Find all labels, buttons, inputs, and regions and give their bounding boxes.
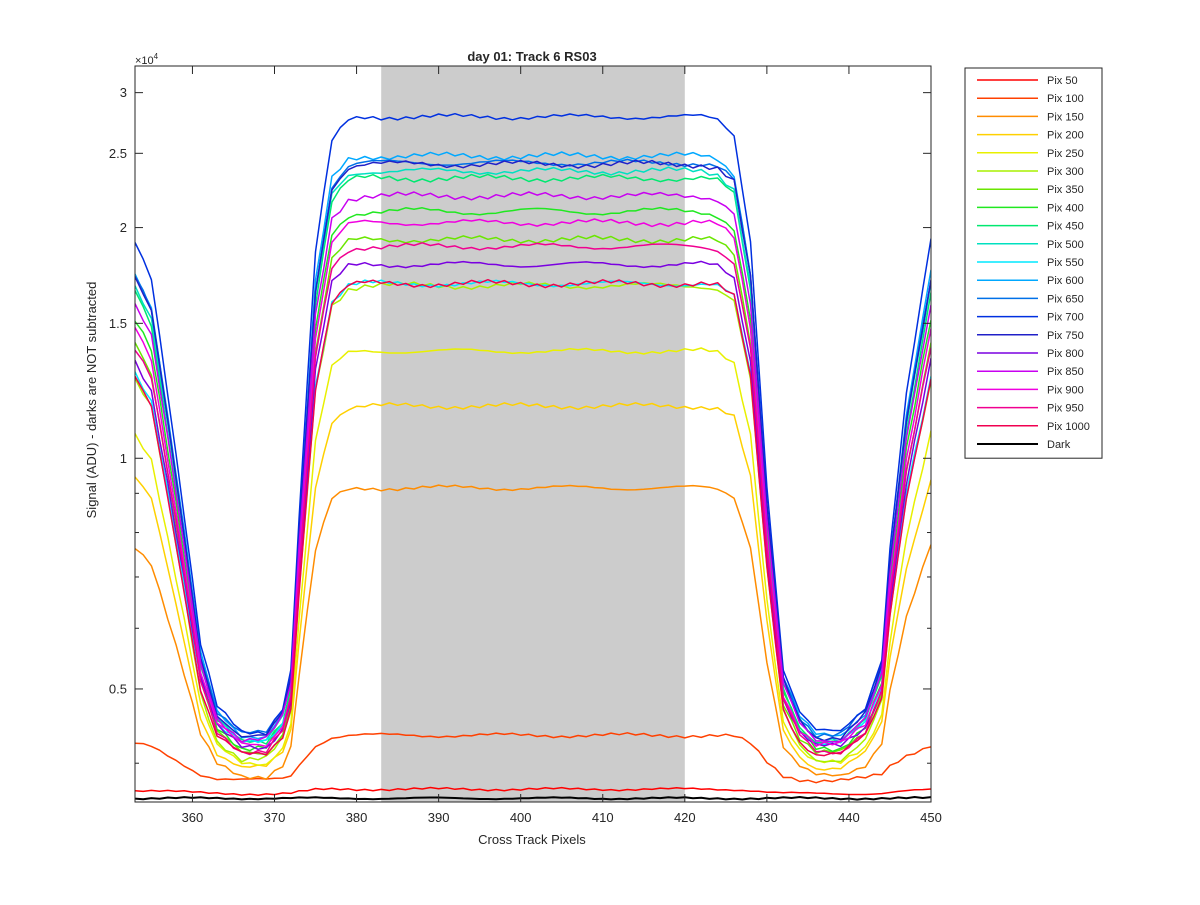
- x-tick-label: 440: [838, 810, 860, 825]
- legend-label-pix-350: Pix 350: [1047, 184, 1084, 196]
- legend-label-pix-1000: Pix 1000: [1047, 421, 1090, 433]
- series-line-pix-950: [135, 242, 931, 756]
- y-tick-label: 2: [120, 220, 127, 235]
- legend-label-pix-250: Pix 250: [1047, 148, 1084, 160]
- chart-title: day 01: Track 6 RS03: [467, 49, 596, 64]
- axes: 360 370 380 390 400 410 420 430 440 450 0.5 1 1.5 2 2.…: [109, 65, 942, 825]
- legend-box: [964, 67, 1103, 459]
- legend-label-pix-100: Pix 100: [1047, 93, 1084, 105]
- y-tick-label: 1: [120, 451, 127, 466]
- legend-label-pix-450: Pix 450: [1047, 221, 1084, 233]
- legend-label-pix-750: Pix 750: [1047, 330, 1084, 342]
- series-line-dark: [135, 796, 931, 801]
- legend-label-pix-550: Pix 550: [1047, 257, 1084, 269]
- x-tick-label: 390: [428, 810, 450, 825]
- legend-label-pix-700: Pix 700: [1047, 312, 1084, 324]
- legend: Pix 50 Pix 100 Pix 150 Pix 200 Pix 250 Pix 30…: [964, 67, 1103, 459]
- plot-area: [135, 66, 931, 802]
- legend-label-pix-900: Pix 900: [1047, 384, 1084, 396]
- series-line-pix-200: [135, 402, 931, 771]
- legend-label-pix-200: Pix 200: [1047, 130, 1084, 142]
- y-tick-label: 2.5: [109, 146, 127, 161]
- legend-label-pix-400: Pix 400: [1047, 202, 1084, 214]
- x-tick-label: 360: [182, 810, 204, 825]
- axes-box: [134, 65, 932, 803]
- x-tick-label: 380: [346, 810, 368, 825]
- series-line-pix-1000: [135, 278, 931, 757]
- series-line-pix-250: [135, 347, 931, 766]
- legend-label-pix-950: Pix 950: [1047, 403, 1084, 415]
- legend-label-pix-500: Pix 500: [1047, 239, 1084, 251]
- x-tick-label: 410: [592, 810, 614, 825]
- y-axis-label: Signal (ADU) - darks are NOT subtracted: [84, 282, 99, 519]
- legend-label-pix-800: Pix 800: [1047, 348, 1084, 360]
- y-exponent-label: ×104: [135, 52, 159, 67]
- series-line-pix-750: [135, 159, 931, 742]
- legend-label-pix-50: Pix 50: [1047, 75, 1078, 87]
- series-line-pix-300: [135, 281, 931, 763]
- series-line-pix-150: [135, 484, 931, 780]
- legend-label-dark: Dark: [1047, 439, 1071, 451]
- x-tick-label: 400: [510, 810, 532, 825]
- x-tick-label: 430: [756, 810, 778, 825]
- legend-label-pix-150: Pix 150: [1047, 111, 1084, 123]
- legend-label-pix-600: Pix 600: [1047, 275, 1084, 287]
- legend-label-pix-300: Pix 300: [1047, 166, 1084, 178]
- series-line-pix-850: [135, 191, 931, 743]
- legend-label-pix-850: Pix 850: [1047, 366, 1084, 378]
- series-line-pix-100: [135, 732, 931, 784]
- series-lines: [135, 112, 931, 801]
- x-axis-label: Cross Track Pixels: [478, 832, 586, 847]
- y-tick-label: 1.5: [109, 316, 127, 331]
- x-tick-label: 420: [674, 810, 696, 825]
- shaded-region: [381, 66, 685, 802]
- series-line-pix-450: [135, 173, 931, 745]
- y-tick-label: 0.5: [109, 681, 127, 696]
- x-tick-label: 370: [264, 810, 286, 825]
- series-line-pix-50: [135, 786, 931, 796]
- series-line-pix-900: [135, 218, 931, 748]
- y-tick-label: 3: [120, 85, 127, 100]
- legend-label-pix-650: Pix 650: [1047, 293, 1084, 305]
- x-tick-label: 450: [920, 810, 942, 825]
